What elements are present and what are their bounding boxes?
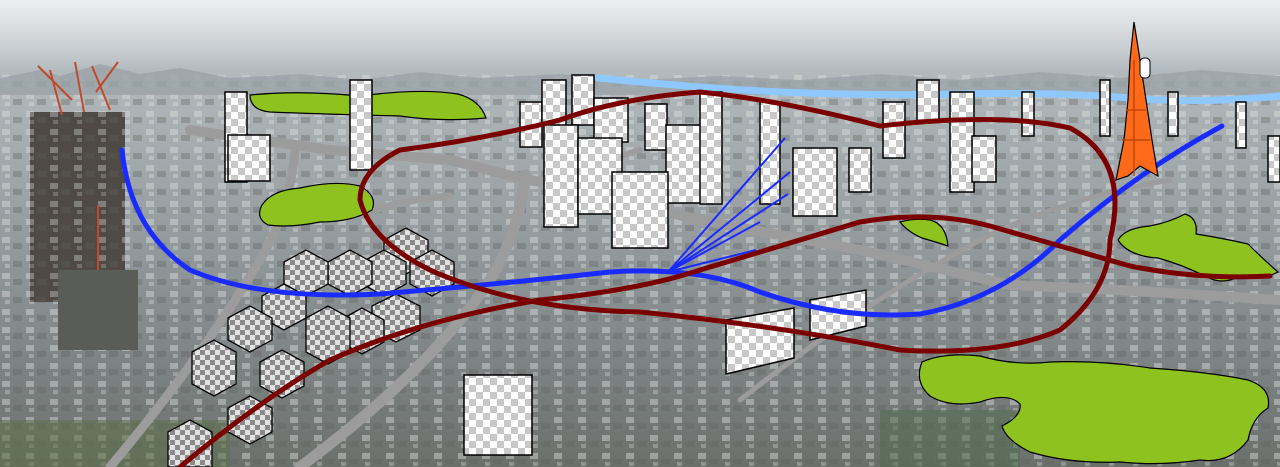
hexagon-block-icon [191, 339, 237, 397]
checker-building-icon [541, 79, 567, 127]
checker-building-icon [1099, 79, 1111, 137]
checker-building-icon [699, 91, 723, 205]
sky [0, 0, 1280, 80]
hexagon-district [167, 227, 455, 467]
loop-line-red [357, 89, 1118, 354]
checker-building-icon [665, 124, 705, 204]
tower-antenna-dish [1139, 57, 1151, 79]
checker-building-icon [227, 134, 271, 182]
checker-building-icon [949, 91, 975, 193]
checker-building-icon [1167, 91, 1179, 137]
cranes [37, 61, 119, 270]
checker-building-icon [809, 289, 867, 341]
hexagon-block-icon [259, 349, 305, 399]
checker-building-icon [971, 135, 997, 183]
checker-building-icon [882, 101, 906, 159]
park-blob-icon [1117, 213, 1280, 282]
checker-building-icon [611, 171, 669, 249]
checker-building-icon [792, 147, 838, 217]
pond-area [880, 410, 1020, 467]
checker-building-icon [1021, 91, 1035, 137]
tower-icon [1115, 21, 1159, 181]
checker-building-icon [349, 79, 373, 171]
checker-building-icon [571, 74, 595, 126]
hexagon-block-icon [227, 305, 273, 353]
distant-skyline [0, 64, 1280, 95]
park-blob-icon [918, 354, 1270, 465]
road-central [294, 169, 531, 467]
park-blob-icon [258, 182, 375, 227]
loop-lines [177, 89, 1273, 467]
radial-line-red [177, 214, 1273, 467]
checker-building-icon [644, 103, 668, 151]
hexagon-block-icon [227, 395, 273, 445]
checker-building-icon [543, 124, 579, 228]
checker-building-icon [1235, 101, 1247, 149]
checker-building-icon [848, 147, 872, 193]
hexagon-block-icon [167, 419, 213, 467]
checker-building-icon [916, 79, 940, 123]
road-northeast [737, 177, 1173, 403]
checker-building-icon [1267, 135, 1280, 183]
building-left-lower [58, 270, 138, 350]
branch-lines [667, 137, 791, 273]
road-spur [366, 192, 454, 216]
checker-building-icon [463, 374, 533, 456]
